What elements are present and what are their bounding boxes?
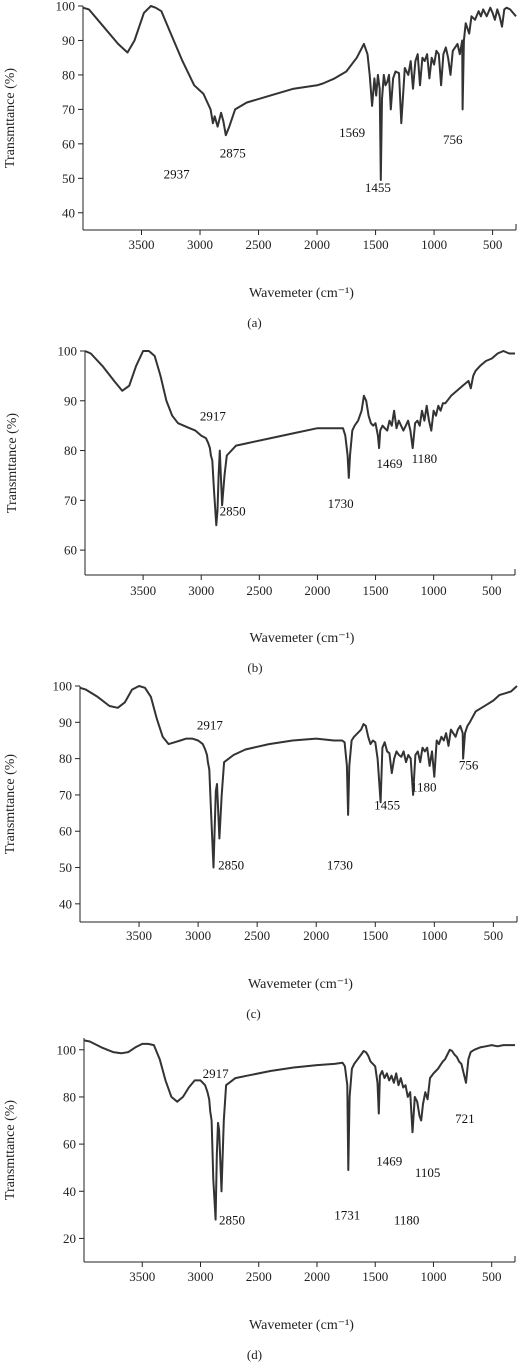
- x-tick-label: 3500: [129, 1269, 155, 1284]
- y-axis-title: Transmttance (%): [3, 754, 18, 855]
- peak-annotation: 1455: [374, 797, 400, 812]
- x-tick-label: 2000: [303, 928, 329, 943]
- peak-annotation: 2917: [197, 718, 224, 733]
- x-tick-label: 1500: [363, 237, 389, 252]
- y-tick-label: 90: [64, 393, 77, 408]
- panel-label: (b): [247, 660, 262, 675]
- spectrum-line: [79, 685, 518, 869]
- peak-annotation: 756: [459, 758, 479, 773]
- x-tick-label: 1000: [421, 583, 447, 598]
- x-tick-label: 1500: [363, 583, 389, 598]
- y-tick-label: 20: [63, 1231, 76, 1246]
- y-tick-label: 80: [59, 751, 72, 766]
- peak-annotation: 1180: [394, 1212, 420, 1227]
- x-tick-label: 2500: [246, 583, 272, 598]
- x-tick-label: 2500: [244, 928, 270, 943]
- x-tick-label: 2000: [304, 583, 330, 598]
- peak-annotation: 1731: [334, 1208, 360, 1223]
- y-axis-title: Transmttance (%): [3, 1100, 18, 1201]
- peak-annotation: 2850: [218, 857, 244, 872]
- spectrum-line: [82, 5, 517, 181]
- y-tick-label: 70: [64, 493, 77, 508]
- y-tick-label: 70: [59, 787, 72, 802]
- y-tick-label: 40: [63, 1184, 76, 1199]
- peak-annotation: 1180: [411, 779, 437, 794]
- x-tick-label: 1500: [362, 1269, 388, 1284]
- peak-annotation: 2917: [200, 409, 227, 424]
- x-axis-title: Wavemeter (cm⁻¹): [248, 977, 353, 992]
- peak-annotation: 2917: [203, 1066, 230, 1081]
- y-tick-label: 80: [62, 67, 75, 82]
- peak-annotation: 2850: [220, 503, 246, 518]
- x-tick-label: 500: [483, 237, 503, 252]
- chart-panel: 40 50 60 70 80 90 100 3500 3000 2500 2000 1500 1000 5…: [3, 0, 517, 330]
- peak-annotation: 1569: [339, 125, 365, 140]
- x-tick-label: 1500: [362, 928, 388, 943]
- chart-panel: 20 40 60 80 100 3500 3000 2500 2000 1500 1000 500 Wa…: [3, 1038, 516, 1362]
- y-tick-label: 50: [62, 171, 75, 186]
- peak-annotation: 756: [443, 132, 463, 147]
- peak-annotation: 721: [455, 1111, 475, 1126]
- x-tick-label: 2500: [246, 1269, 272, 1284]
- peak-annotation: 2937: [164, 166, 191, 181]
- panel-label: (d): [247, 1347, 262, 1362]
- peak-annotation: 1730: [327, 857, 353, 872]
- y-tick-label: 90: [62, 33, 75, 48]
- y-tick-label: 60: [62, 136, 75, 151]
- x-tick-label: 1000: [421, 928, 447, 943]
- x-tick-label: 500: [482, 1269, 502, 1284]
- y-tick-label: 80: [64, 443, 77, 458]
- peak-annotation: 1469: [376, 456, 402, 471]
- chart-panel: 40 50 60 70 80 90 100 3500 3000 2500 2000 1500 1000 5…: [3, 679, 518, 1021]
- peak-annotation: 1180: [412, 451, 438, 466]
- y-tick-label: 100: [56, 0, 76, 14]
- x-tick-label: 500: [484, 928, 504, 943]
- y-tick-label: 90: [59, 715, 72, 730]
- y-axis-title: Transmttance (%): [5, 413, 20, 514]
- y-axis-title: Transmttance (%): [3, 68, 18, 169]
- peak-annotation: 2850: [219, 1212, 245, 1227]
- x-tick-label: 2000: [304, 1269, 330, 1284]
- y-tick-label: 80: [63, 1089, 76, 1104]
- chart-panel: 60 70 80 90 100 3500 3000 2500 2000 1500 1000 500 Wa…: [5, 344, 516, 675]
- x-tick-label: 2500: [246, 237, 272, 252]
- x-tick-label: 500: [482, 583, 502, 598]
- x-axis-title: Wavemeter (cm⁻¹): [249, 286, 354, 301]
- spectrum-line: [83, 1039, 515, 1221]
- x-tick-label: 3500: [129, 237, 155, 252]
- x-axis-title: Wavemeter (cm⁻¹): [249, 1318, 354, 1333]
- y-tick-label: 60: [64, 543, 77, 558]
- peak-annotation: 1455: [365, 180, 391, 195]
- x-tick-label: 3000: [188, 583, 214, 598]
- x-tick-label: 3000: [187, 237, 213, 252]
- x-tick-label: 3000: [187, 1269, 213, 1284]
- y-tick-label: 70: [62, 102, 75, 117]
- x-tick-label: 3500: [130, 583, 156, 598]
- y-tick-label: 100: [58, 344, 78, 359]
- x-axis-title: Wavemeter (cm⁻¹): [250, 631, 355, 646]
- spectrum-line: [84, 350, 515, 527]
- y-tick-label: 40: [62, 205, 75, 220]
- x-tick-label: 3000: [185, 928, 211, 943]
- peak-annotation: 1730: [328, 496, 354, 511]
- peak-annotation: 2875: [220, 146, 246, 161]
- x-tick-label: 1000: [420, 1269, 446, 1284]
- x-tick-label: 3500: [126, 928, 152, 943]
- y-tick-label: 100: [53, 679, 73, 694]
- y-tick-label: 40: [59, 896, 72, 911]
- panel-label: (c): [246, 1006, 260, 1021]
- x-tick-label: 1000: [421, 237, 447, 252]
- peak-annotation: 1469: [376, 1153, 402, 1168]
- y-tick-label: 60: [59, 824, 72, 839]
- x-tick-label: 2000: [304, 237, 330, 252]
- panel-label: (a): [247, 315, 261, 330]
- y-tick-label: 60: [63, 1137, 76, 1152]
- peak-annotation: 1105: [415, 1165, 441, 1180]
- y-tick-label: 100: [57, 1042, 77, 1057]
- y-tick-label: 50: [59, 860, 72, 875]
